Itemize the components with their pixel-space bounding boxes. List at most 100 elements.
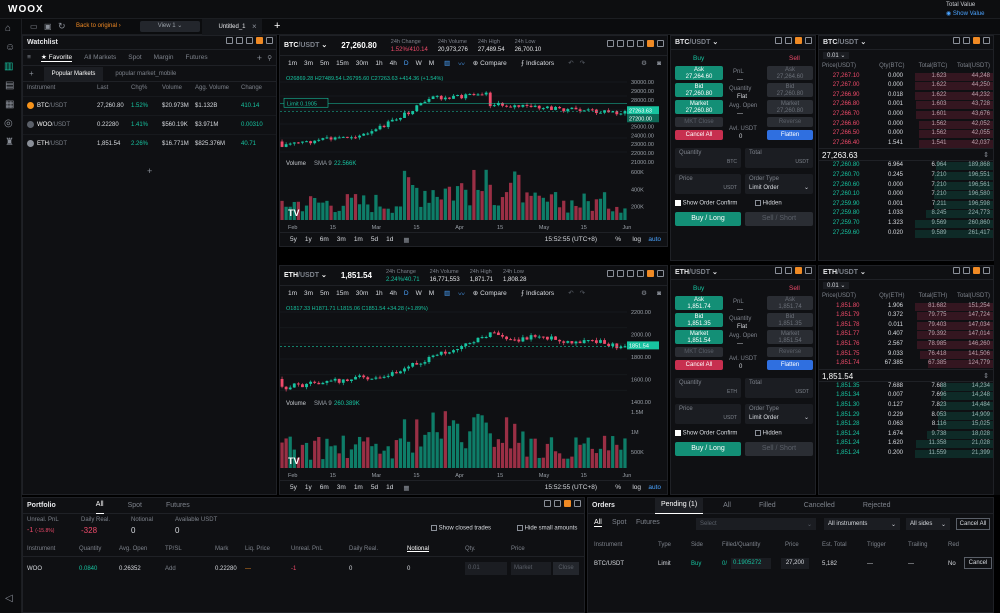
order-qty-input[interactable]: 0.1905272 xyxy=(731,558,771,569)
popout-icon[interactable] xyxy=(637,39,644,47)
sell-ask-button[interactable]: Ask 1,851.74 xyxy=(767,296,813,310)
color-link-icon[interactable] xyxy=(973,266,980,274)
chart-area[interactable]: O1817.33 H1871.71 L1815.06 C1851.54 +34.… xyxy=(280,300,667,480)
camera-icon[interactable]: ◙ xyxy=(657,59,661,67)
order-type-select[interactable]: Order Type Limit Order ⌄ xyxy=(745,404,813,424)
sell-short-button[interactable]: Sell / Short xyxy=(745,212,813,226)
col-last[interactable]: Last xyxy=(97,85,109,91)
color-link-icon[interactable] xyxy=(973,36,980,44)
settings-icon[interactable] xyxy=(236,36,243,44)
bid-row[interactable]: 1,851.24 1.674 9.738 18,028 xyxy=(819,430,993,440)
date-range-icon[interactable]: ▦ xyxy=(403,236,410,244)
lock-icon[interactable] xyxy=(953,266,960,274)
flatten-button[interactable]: Flatten xyxy=(767,130,813,140)
interval-5m[interactable]: 5m xyxy=(320,289,330,297)
range-6m[interactable]: 6m xyxy=(319,236,329,243)
tick-size-select[interactable]: 0.01 ⌄ xyxy=(823,52,850,59)
hidden-checkbox[interactable]: Hidden xyxy=(755,430,782,437)
settings-icon[interactable] xyxy=(554,499,561,507)
chart-settings-icon[interactable]: ⚙ xyxy=(641,60,647,67)
portfolio-tab-spot[interactable]: Spot xyxy=(127,501,142,509)
chart-symbol-selector[interactable]: ETH/USDT ⌄ xyxy=(284,271,327,279)
mkt-close-button[interactable]: MKT Close xyxy=(675,347,723,357)
order-symbol-selector[interactable]: ETH/USDT ⌄ xyxy=(675,268,718,276)
ask-row[interactable]: 1,851.78 0.011 79.403 147,034 xyxy=(819,321,993,331)
range-3m[interactable]: 3m xyxy=(336,484,346,491)
sell-bid-button[interactable]: Bid 27,260.80 xyxy=(767,83,813,97)
line-chart-icon[interactable]: 〰 xyxy=(458,291,465,298)
range-3m[interactable]: 3m xyxy=(336,236,346,243)
close-icon[interactable] xyxy=(266,36,273,44)
bid-row[interactable]: 1,851.24 1.620 11.358 21,028 xyxy=(819,439,993,449)
ask-row[interactable]: 27,267.10 0.000 1.623 44,248 xyxy=(819,72,993,82)
candle-type-icon[interactable]: ▥ xyxy=(444,60,451,67)
resize-icon[interactable]: ⇕ xyxy=(983,372,989,380)
cancel-all-button[interactable]: Cancel All xyxy=(675,130,723,140)
sell-ask-button[interactable]: Ask 27,264.60 xyxy=(767,66,813,80)
interval-1h[interactable]: 1h xyxy=(375,289,383,297)
watchlist-row[interactable]: WOO/USDT 0.22280 1.41% $560.19K $3.971M 0.003… xyxy=(23,115,276,134)
portfolio-tab-all[interactable]: All xyxy=(95,497,104,514)
col-instrument[interactable]: Instrument xyxy=(27,85,56,91)
buy-long-button[interactable]: Buy / Long xyxy=(675,212,741,226)
redo-icon[interactable]: ↷ xyxy=(579,60,586,67)
show-order-confirm-checkbox[interactable]: Show Order Confirm xyxy=(675,200,737,207)
ask-row[interactable]: 1,851.76 2.567 78.985 146,260 xyxy=(819,340,993,350)
popout-icon[interactable] xyxy=(246,36,253,44)
interval-15m[interactable]: 15m xyxy=(336,289,349,297)
all-instruments-dropdown[interactable]: All instruments ⌄ xyxy=(824,518,900,530)
back-to-original-link[interactable]: Back to original › xyxy=(76,23,121,29)
info-icon[interactable] xyxy=(607,269,614,277)
col-agg-volume[interactable]: Agg. Volume xyxy=(195,85,230,91)
all-sides-dropdown[interactable]: All sides ⌄ xyxy=(906,518,950,530)
show-closed-trades-checkbox[interactable]: Show closed trades xyxy=(431,525,491,532)
orders-tab-all[interactable]: All xyxy=(723,501,731,509)
announcement-icon[interactable]: ◁ xyxy=(5,593,13,604)
indicators-button[interactable]: ⨍ Indicators xyxy=(520,290,555,297)
add-instrument-button[interactable]: + xyxy=(147,166,153,176)
log-toggle[interactable]: log xyxy=(632,236,641,243)
candle-type-icon[interactable]: ▥ xyxy=(444,290,451,297)
watchlist-row[interactable]: BTC/USDT 27,260.80 1.52% $20.973M $1.132B 410… xyxy=(23,96,276,115)
interval-D[interactable]: D xyxy=(403,59,409,67)
total-input[interactable]: Total USDT xyxy=(745,148,813,168)
total-input[interactable]: Total USDT xyxy=(745,378,813,398)
ask-row[interactable]: 1,851.77 0.407 79.392 147,014 xyxy=(819,330,993,340)
subtab-popular-markets[interactable]: Popular Markets xyxy=(43,66,104,81)
bid-row[interactable]: 27,260.60 0.000 7.210 196,561 xyxy=(819,181,993,191)
bid-row[interactable]: 1,851.28 0.063 8.116 15,025 xyxy=(819,420,993,430)
tab-untitled[interactable]: Untitled_1 xyxy=(202,19,262,35)
range-1y[interactable]: 1y xyxy=(304,484,312,491)
ask-row[interactable]: 27,266.80 0.001 1.603 43,728 xyxy=(819,100,993,110)
buy-bid-button[interactable]: Bid 1,851.35 xyxy=(675,313,723,327)
add-tab-button[interactable]: + xyxy=(274,20,281,32)
chart-settings-icon[interactable]: ⚙ xyxy=(641,290,647,297)
refresh-icon[interactable]: ↻ xyxy=(58,21,66,31)
close-icon[interactable] xyxy=(574,499,581,507)
interval-15m[interactable]: 15m xyxy=(336,59,349,67)
interval-3m[interactable]: 3m xyxy=(304,289,314,297)
redo-icon[interactable]: ↷ xyxy=(579,290,586,297)
limit-order-line-tag[interactable] xyxy=(283,97,329,108)
interval-W[interactable]: W xyxy=(415,59,422,67)
ask-row[interactable]: 27,267.00 0.000 1.622 44,250 xyxy=(819,81,993,91)
log-toggle[interactable]: log xyxy=(632,484,641,491)
quantity-input[interactable]: Quantity BTC xyxy=(675,148,741,168)
range-6m[interactable]: 6m xyxy=(319,484,329,491)
close-icon[interactable] xyxy=(805,266,812,274)
close-price-input[interactable]: Market xyxy=(511,562,551,575)
hidden-checkbox[interactable]: Hidden xyxy=(755,200,782,207)
camera-icon[interactable]: ◙ xyxy=(657,289,661,297)
settings-icon[interactable] xyxy=(785,36,792,44)
lock-icon[interactable] xyxy=(775,266,782,274)
tab-futures[interactable]: Futures xyxy=(185,54,208,61)
resize-icon[interactable]: ⇕ xyxy=(983,152,989,160)
ask-row[interactable]: 27,266.60 0.000 1.562 42,052 xyxy=(819,120,993,130)
ask-row[interactable]: 27,266.70 0.000 1.601 43,676 xyxy=(819,110,993,120)
lock-icon[interactable] xyxy=(617,39,624,47)
settings-icon[interactable] xyxy=(963,36,970,44)
bid-row[interactable]: 27,260.70 0.245 7.210 196,551 xyxy=(819,171,993,181)
chart-area[interactable]: O26869.28 H27489.54 L26795.60 C27263.63 … xyxy=(280,70,667,232)
compare-button[interactable]: ⊕ Compare xyxy=(472,60,507,67)
bid-row[interactable]: 27,259.80 1.033 8.245 224,773 xyxy=(819,209,993,219)
